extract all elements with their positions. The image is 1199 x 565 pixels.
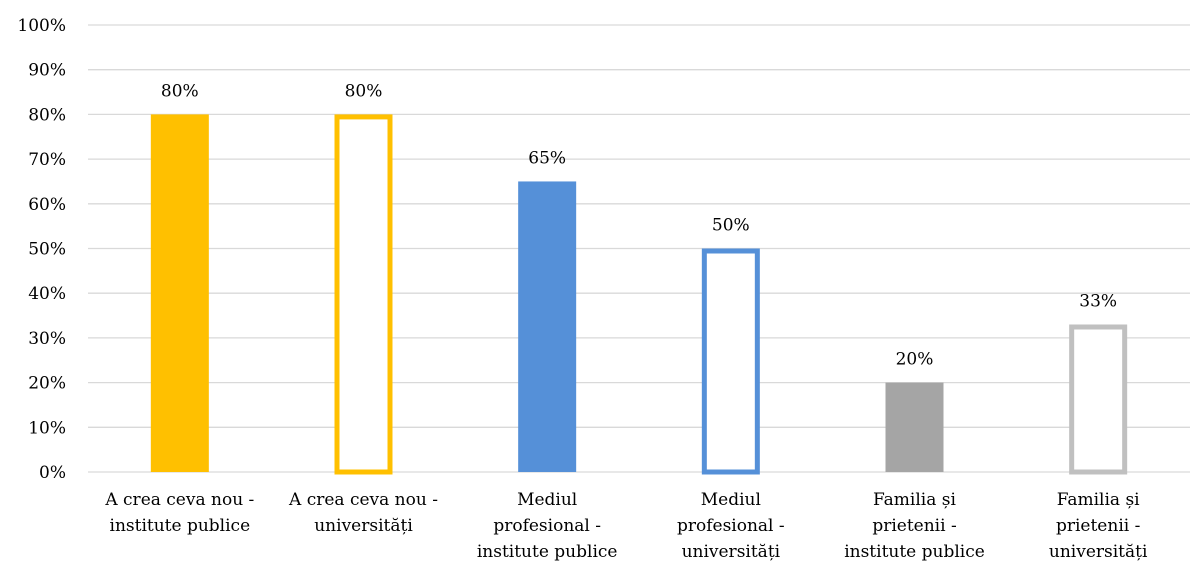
y-tick-label: 40%: [28, 284, 66, 304]
data-label: 80%: [161, 81, 199, 101]
data-label: 50%: [712, 216, 750, 236]
category-labels: A crea ceva nou -institute publice A crea…: [104, 490, 1148, 562]
data-label: 65%: [528, 148, 566, 168]
y-tick-label: 30%: [28, 329, 66, 349]
gridlines: [88, 24, 1190, 473]
y-tick-label: 80%: [28, 105, 66, 125]
data-label: 80%: [345, 81, 383, 101]
data-label: 20%: [896, 350, 934, 370]
bar: [701, 248, 760, 475]
y-axis-tick-labels: 0% 10% 20% 30% 40% 50% 60% 70% 80% 90% 100%: [17, 16, 66, 483]
y-tick-label: 60%: [28, 195, 66, 215]
category-label: Familia și prietenii -institute publice: [844, 490, 985, 562]
bars: [150, 114, 1128, 475]
bar: [518, 181, 577, 472]
y-tick-label: 90%: [28, 61, 66, 81]
category-label: Familia și prietenii -universități: [1049, 490, 1148, 562]
data-labels: 80% 80% 65% 50% 20% 33%: [161, 81, 1117, 369]
bar: [1069, 324, 1128, 475]
bar: [150, 114, 209, 473]
y-tick-label: 50%: [28, 240, 66, 260]
y-tick-label: 10%: [28, 418, 66, 438]
y-tick-label: 100%: [17, 16, 66, 36]
category-label: A crea ceva nou -universități: [288, 490, 438, 536]
y-tick-label: 70%: [28, 150, 66, 170]
y-tick-label: 20%: [28, 374, 66, 394]
category-label: A crea ceva nou -institute publice: [104, 490, 254, 536]
y-tick-label: 0%: [39, 463, 66, 483]
bar: [334, 114, 393, 475]
category-label: Mediul profesional -universități: [677, 490, 785, 562]
data-label: 33%: [1079, 291, 1117, 311]
category-label: Mediul profesional -institute publice: [477, 490, 618, 562]
bar: [885, 382, 944, 472]
